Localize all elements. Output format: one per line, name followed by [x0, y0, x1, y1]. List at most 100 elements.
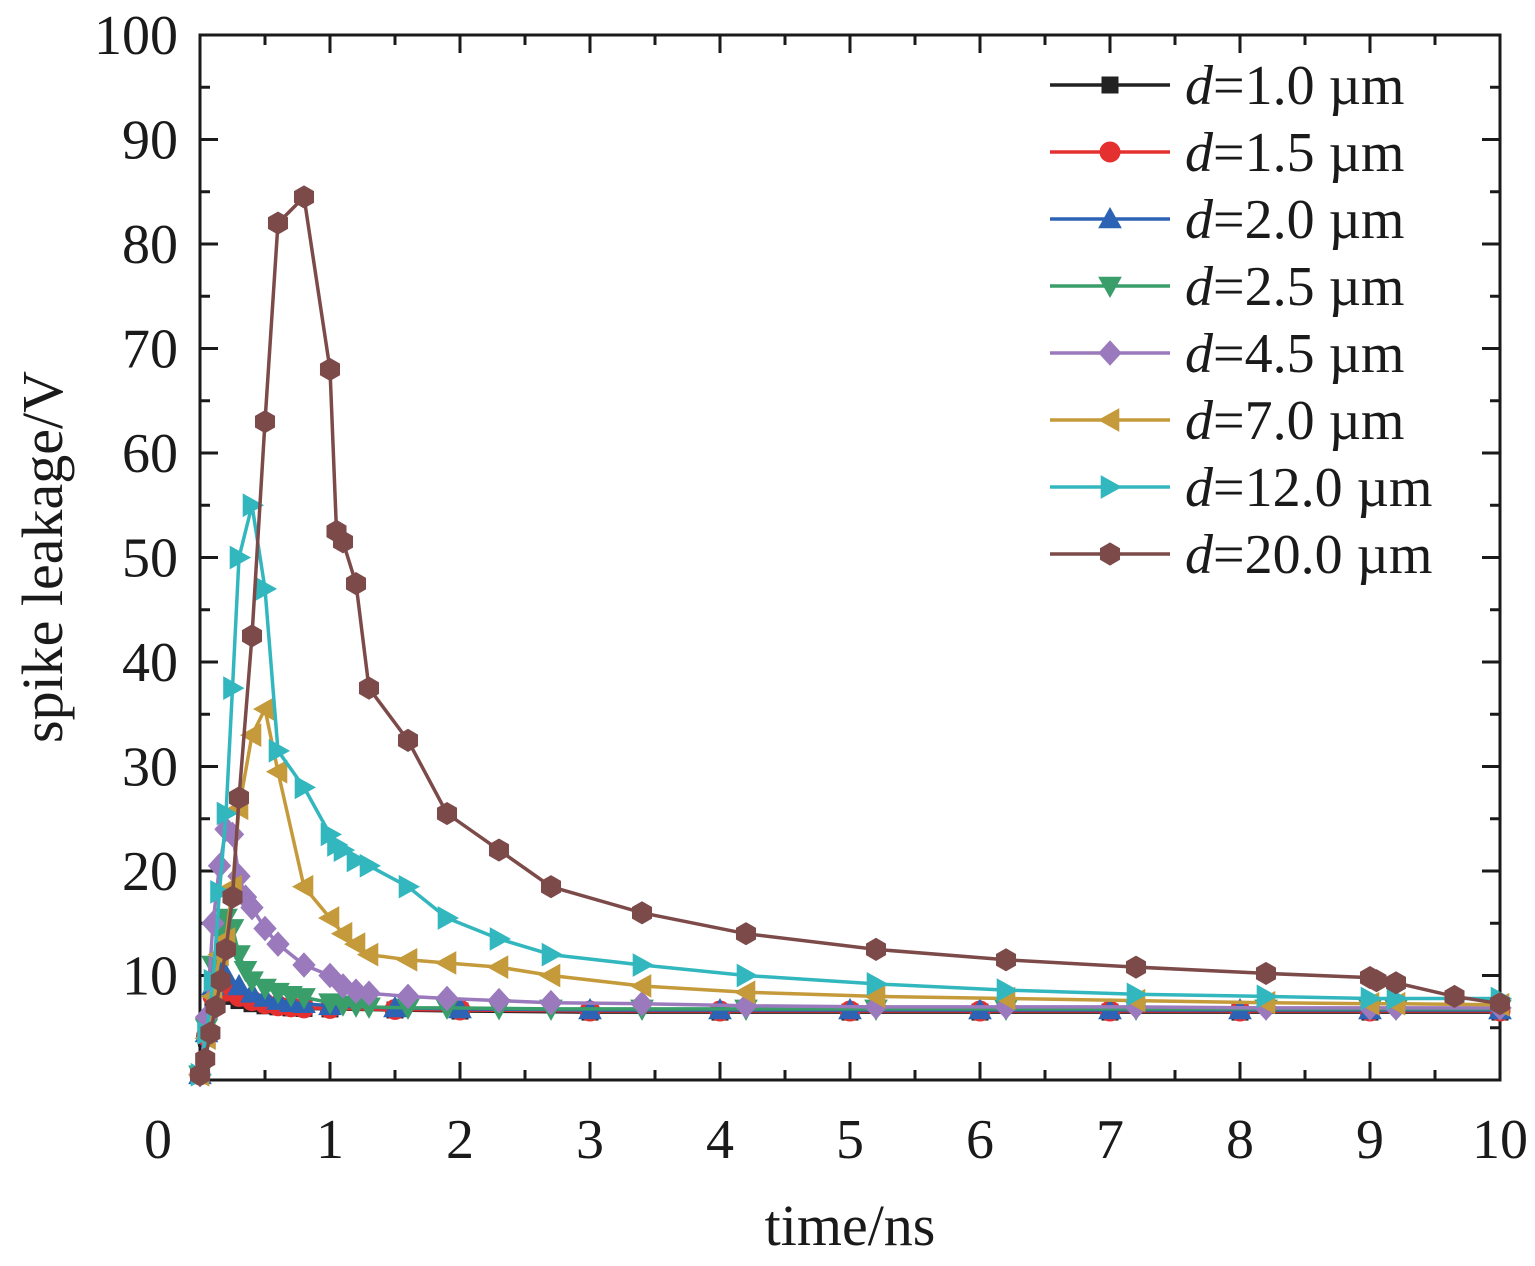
data-point: [293, 185, 315, 209]
data-point: [539, 989, 563, 1016]
data-point: [630, 990, 654, 1017]
legend: d=1.0 µmd=1.5 µmd=2.0 µmd=2.5 µmd=4.5 µm…: [1050, 55, 1432, 586]
data-point: [1444, 984, 1465, 1008]
x-tick-label: 2: [446, 1109, 474, 1171]
data-point: [222, 885, 243, 909]
x-tick-label: 5: [836, 1109, 864, 1171]
y-tick-label: 10: [122, 946, 178, 1008]
data-point: [267, 211, 289, 235]
data-point: [292, 952, 316, 978]
legend-label: d=4.5 µm: [1185, 323, 1404, 385]
legend-label: d=7.0 µm: [1185, 390, 1404, 452]
y-tick-label: 30: [122, 737, 178, 799]
data-point: [346, 848, 369, 873]
legend-item: d=4.5 µm: [1050, 323, 1404, 385]
legend-marker: [1101, 76, 1119, 94]
data-point: [229, 545, 252, 570]
legend-item: d=1.5 µm: [1050, 122, 1404, 184]
axis-ticks: [198, 33, 1502, 1082]
legend-marker: [1098, 340, 1122, 366]
data-point: [215, 937, 237, 961]
data-point: [294, 775, 317, 800]
legend-label: d=12.0 µm: [1185, 457, 1432, 519]
series-6: [187, 697, 1510, 1087]
legend-item: d=1.0 µm: [1050, 55, 1404, 117]
y-tick-label: 70: [122, 319, 178, 381]
data-point: [995, 948, 1017, 972]
data-point: [631, 901, 653, 925]
series-5: [188, 816, 1512, 1088]
legend-item: d=2.0 µm: [1050, 189, 1404, 251]
data-point: [317, 906, 340, 930]
data-point: [541, 942, 564, 967]
data-point: [358, 676, 380, 700]
data-point: [239, 723, 262, 747]
x-tick-label: 1: [316, 1109, 344, 1171]
data-point: [200, 1021, 221, 1045]
y-tick-label: 60: [122, 423, 178, 485]
legend-marker: [1098, 206, 1122, 229]
data-point: [357, 980, 381, 1007]
data-point: [359, 853, 382, 878]
data-point: [1489, 992, 1511, 1016]
data-point: [1256, 984, 1279, 1009]
data-point: [395, 947, 418, 972]
data-point: [436, 801, 458, 826]
legend-item: d=2.5 µm: [1050, 256, 1404, 318]
legend-item: d=12.0 µm: [1050, 457, 1432, 519]
data-point: [486, 955, 509, 979]
data-point: [1125, 955, 1147, 979]
data-point: [216, 801, 239, 826]
y-tick-label: 40: [122, 632, 178, 694]
data-point: [437, 906, 460, 930]
x-tick-label: 9: [1356, 1109, 1384, 1171]
legend-marker: [1100, 475, 1123, 499]
x-tick-label: 8: [1226, 1109, 1254, 1171]
data-point: [629, 974, 652, 998]
data-point: [1360, 986, 1383, 1011]
legend-label: d=2.5 µm: [1185, 256, 1404, 318]
x-tick-label: 6: [966, 1109, 994, 1171]
data-point: [866, 972, 889, 996]
data-point: [210, 969, 231, 993]
legend-marker: [1097, 408, 1120, 432]
data-point: [632, 953, 655, 977]
data-point: [434, 951, 457, 975]
data-point: [330, 921, 353, 946]
y-tick-label: 20: [122, 841, 178, 903]
y-tick-labels: 10 20 30 40 50 60 70 80 90 100: [94, 5, 178, 1008]
data-point: [1126, 982, 1149, 1007]
data-point: [865, 937, 887, 961]
data-point: [292, 988, 316, 1010]
data-point: [736, 963, 759, 988]
legend-marker: [1099, 542, 1121, 566]
data-point: [343, 932, 366, 956]
data-point: [489, 927, 512, 951]
data-point: [227, 973, 251, 996]
data-point: [252, 697, 275, 721]
x-tick-label: 7: [1096, 1109, 1124, 1171]
data-point: [332, 530, 354, 554]
data-point: [242, 493, 265, 518]
series-group: [187, 185, 1513, 1088]
y-tick-label: 80: [122, 214, 178, 276]
series-8: [189, 185, 1511, 1087]
data-point: [345, 572, 367, 596]
data-point: [398, 874, 421, 899]
data-point: [1366, 969, 1387, 993]
data-point: [210, 880, 232, 904]
data-point: [205, 995, 226, 1019]
data-point: [228, 786, 250, 810]
data-point: [735, 922, 757, 946]
data-point: [233, 960, 258, 983]
data-point: [487, 987, 511, 1014]
y-tick-label: 50: [122, 528, 178, 590]
legend-label: d=1.0 µm: [1185, 55, 1404, 117]
data-point: [538, 963, 561, 988]
legend-marker: [1098, 276, 1122, 299]
data-point: [333, 838, 356, 862]
y-axis-label: spike leakage/V: [10, 371, 75, 743]
y-tick-label: 90: [122, 110, 178, 172]
data-point: [254, 410, 276, 434]
